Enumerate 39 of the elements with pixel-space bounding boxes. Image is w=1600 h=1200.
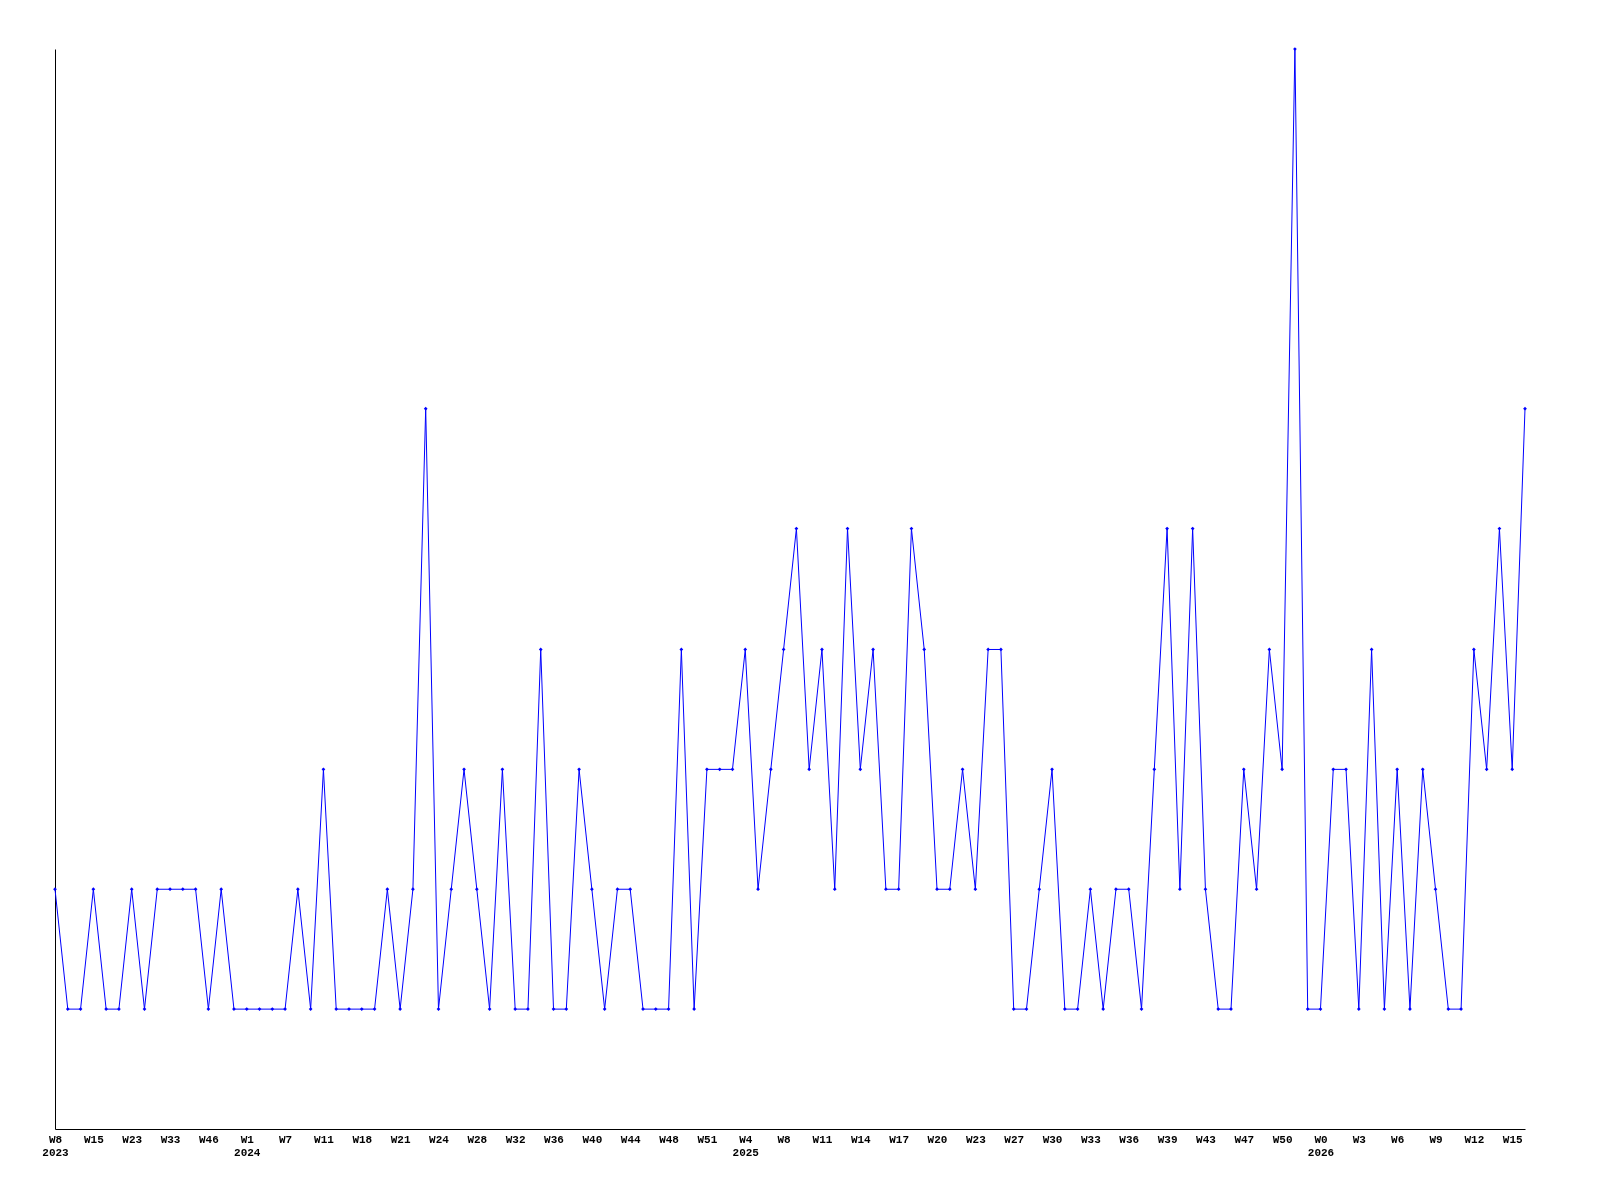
x-tick-label: W18 <box>352 1133 373 1146</box>
x-tick-label: W15 <box>83 1133 105 1146</box>
x-tick-label: W6 <box>1391 1133 1405 1146</box>
x-tick-label: W43 <box>1196 1133 1217 1146</box>
x-tick-label: W1 2024 <box>234 1133 261 1159</box>
x-tick-label: W12 <box>1464 1133 1485 1146</box>
x-tick-label: W36 <box>544 1133 564 1146</box>
x-tick-label: W28 <box>467 1133 488 1146</box>
x-tick-label: W46 <box>198 1133 219 1146</box>
x-tick-label: W20 <box>927 1133 948 1146</box>
x-tick-label: W15 <box>1502 1133 1524 1146</box>
x-tick-label: W0 2026 <box>1307 1133 1335 1159</box>
x-tick-label: W27 <box>1004 1133 1025 1146</box>
x-tick-label: W8 2023 <box>42 1133 70 1159</box>
x-tick-label: W47 <box>1234 1133 1255 1146</box>
x-tick-label: W3 <box>1352 1133 1367 1146</box>
x-tick-label: W17 <box>889 1133 910 1146</box>
x-tick-label: W48 <box>659 1133 680 1146</box>
x-tick-label: W50 <box>1272 1133 1293 1146</box>
x-tick-label: W23 <box>122 1133 143 1146</box>
x-tick-label: W40 <box>582 1133 603 1146</box>
x-tick-label: W7 <box>278 1133 293 1146</box>
x-tick-label: W30 <box>1042 1133 1063 1146</box>
x-tick-label: W44 <box>620 1133 642 1146</box>
x-tick-label: W11 <box>812 1133 833 1146</box>
x-tick-label: W9 <box>1429 1133 1443 1146</box>
x-tick-label: W8 <box>777 1133 792 1146</box>
x-tick-label: W11 <box>314 1133 335 1146</box>
x-tick-label: W32 <box>505 1133 526 1146</box>
x-tick-label: W33 <box>160 1133 181 1146</box>
x-tick-label: W21 <box>390 1133 411 1146</box>
x-tick-label: W39 <box>1157 1133 1178 1146</box>
x-tick-label: W4 2025 <box>732 1133 760 1159</box>
x-tick-label: W36 <box>1119 1133 1140 1146</box>
x-tick-label: W51 <box>697 1133 718 1146</box>
x-tick-label: W33 <box>1080 1133 1102 1146</box>
x-tick-label: W24 <box>429 1133 450 1146</box>
x-tick-label: W23 <box>965 1133 987 1146</box>
x-tick-label: W14 <box>850 1133 872 1146</box>
